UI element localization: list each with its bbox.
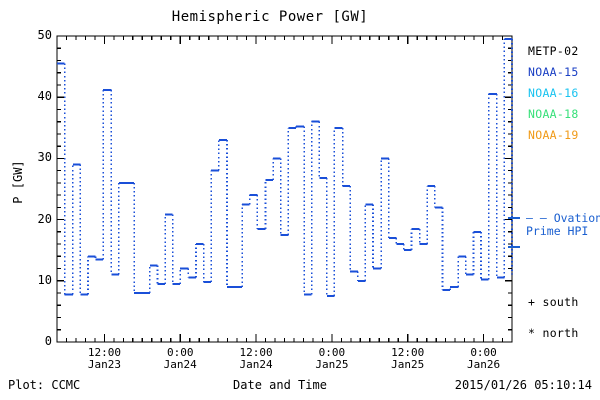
legend-item-metp-02[interactable]: METP-02 [528,44,579,58]
footer-plot-source: Plot: CCMC [8,378,81,392]
x-tick-time: 12:00 [391,346,425,359]
legend-item-noaa-15[interactable]: NOAA-15 [528,65,579,79]
x-tick-label: 0:00 Jan24 [145,347,215,371]
data-series-noaa15 [57,38,513,298]
y-axis-tick-labels: 0 10 20 30 40 50 [26,0,52,400]
x-tick-date: Jan24 [163,358,197,371]
legend-marker-north: * north [528,326,579,340]
y-tick-label: 50 [37,28,52,42]
x-tick-time: 0:00 [470,346,497,359]
y-tick-label: 10 [37,272,52,287]
x-tick-time: 0:00 [318,346,346,359]
x-tick-date: Jan26 [467,358,501,371]
legend-item-noaa-18[interactable]: NOAA-18 [528,107,579,121]
x-tick-label: 12:00 Jan23 [69,347,139,371]
x-axis-label: Date and Time [233,378,327,392]
marker-label-south: south [542,295,579,309]
x-tick-date: Jan24 [239,358,273,371]
x-tick-date: Jan23 [87,358,121,371]
marker-symbol-south: + [528,295,536,309]
x-tick-date: Jan25 [315,358,349,371]
x-tick-time: 12:00 [87,346,121,359]
y-tick-label: 20 [37,211,52,226]
x-tick-label: 12:00 Jan25 [373,347,443,371]
x-tick-label: 12:00 Jan24 [221,347,291,371]
axis-ticks [56,35,513,343]
x-tick-time: 12:00 [239,346,273,359]
marker-label-north: north [542,326,579,340]
legend-ovation-prime-hpi: — — Ovation Prime HPI [526,212,600,237]
x-tick-label: 0:00 Jan25 [297,347,367,371]
marker-symbol-north: * [528,326,536,340]
legend-item-noaa-19[interactable]: NOAA-19 [528,128,579,142]
ovation-line-2: Prime HPI [526,223,589,238]
page-title: Hemispheric Power [GW] [171,9,369,25]
legend-line-marks [508,217,520,248]
footer-timestamp: 2015/01/26 05:10:14 [454,378,592,392]
x-tick-label: 0:00 Jan26 [449,347,519,371]
x-tick-date: Jan25 [391,358,425,371]
y-tick-label: 40 [37,89,52,104]
x-tick-time: 0:00 [166,346,194,359]
plot-frame [56,35,513,343]
y-tick-label: 30 [37,150,52,165]
ovation-line-1: — — Ovation [526,211,600,225]
legend-marker-south: + south [528,295,579,309]
y-tick-label: 0 [44,334,52,348]
legend-item-noaa-16[interactable]: NOAA-16 [528,86,579,100]
